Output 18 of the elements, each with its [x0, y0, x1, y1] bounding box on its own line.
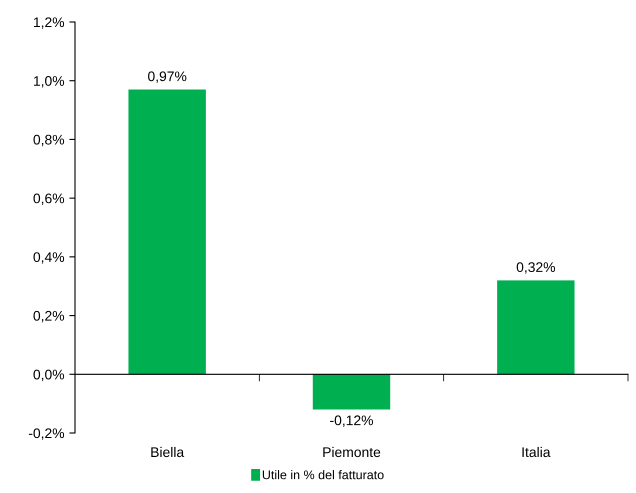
bar	[128, 90, 206, 374]
y-tick-label: 1,0%	[34, 76, 64, 88]
bar	[312, 374, 390, 410]
bar	[497, 280, 575, 374]
x-tick-label: Italia	[522, 446, 550, 458]
data-label: 0,97%	[148, 71, 186, 83]
y-tick-label: -0,2%	[28, 428, 64, 440]
y-tick-label: 0,0%	[33, 370, 64, 382]
y-tick-label: 0,6%	[33, 193, 64, 205]
y-tick-label: 0,2%	[33, 310, 64, 322]
x-tick-label: Biella	[151, 446, 184, 458]
data-label: -0,12%	[330, 415, 374, 427]
x-tick-label: Piemonte	[323, 446, 380, 458]
y-tick-label: 0,4%	[33, 252, 64, 264]
y-tick-label: 1,2%	[34, 17, 64, 29]
legend-label: Utile in % del fatturato	[262, 470, 384, 480]
data-label: 0,32%	[516, 262, 556, 274]
y-tick-label: 0,8%	[33, 134, 64, 146]
